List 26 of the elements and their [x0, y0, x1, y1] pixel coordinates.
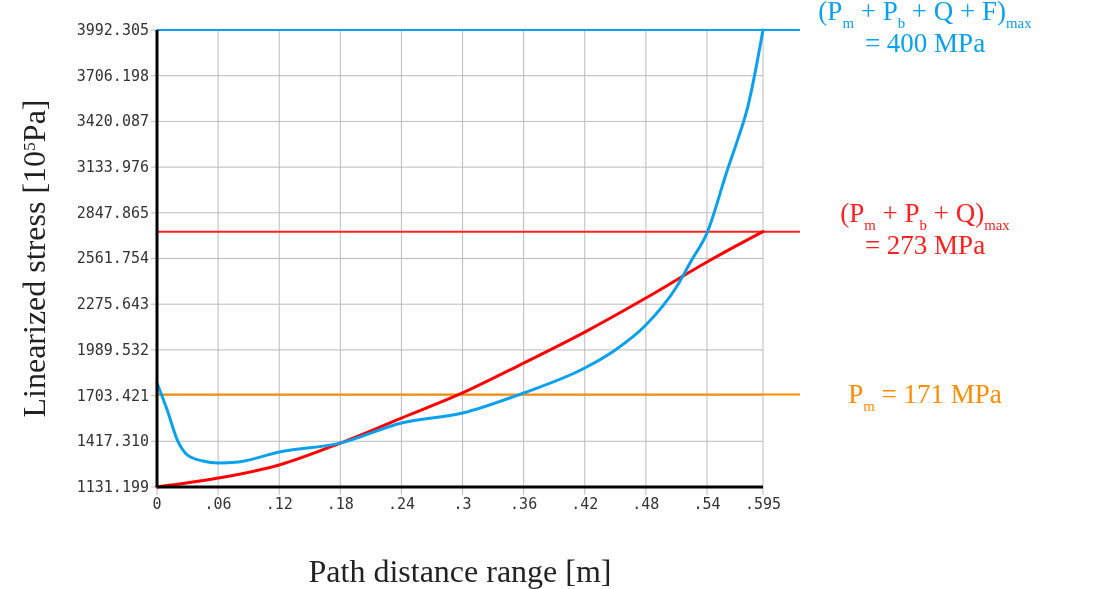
x-tick-label: .06: [204, 495, 232, 513]
y-tick-label: 1417.310: [76, 432, 149, 451]
y-tick-label: 2847.865: [76, 203, 149, 222]
x-tick-label: .24: [387, 495, 415, 513]
x-tick-label: .42: [571, 495, 599, 513]
y-tick-label: 3992.305: [76, 21, 149, 39]
text: P$_{m}$ = 171 MPa: [848, 378, 1002, 414]
x-tick-label: .48: [632, 495, 660, 513]
y-tick-label: 3420.087: [76, 112, 149, 131]
y-tick-label: 1703.421: [76, 386, 149, 405]
x-tick-label: .36: [510, 495, 538, 513]
y-tick-label: 2275.643: [76, 295, 149, 314]
text: (P$_{m}$ + P$_{b}$ + Q + F)$_{max}$ = 400 MPa: [818, 0, 1032, 58]
x-axis-title: Path distance range [m]: [308, 553, 612, 589]
x-tick-label: .595: [744, 495, 782, 513]
y-tick-label: 1989.532: [76, 340, 149, 359]
x-tick-label: .3: [453, 495, 472, 513]
y-tick-label: 2561.754: [76, 249, 149, 268]
x-tick-label: 0: [152, 495, 162, 513]
x-tick-label: .18: [326, 495, 354, 513]
y-tick-label: 3706.198: [76, 66, 149, 85]
x-tick-label: .54: [693, 495, 721, 513]
y-tick-label: 1131.199: [76, 478, 149, 496]
y-tick-label: 3133.976: [76, 158, 149, 177]
x-tick-label: .12: [265, 495, 293, 513]
text: (P$_{m}$ + P$_{b}$ + Q)$_{max}$ = 273 MPa: [840, 197, 1011, 260]
